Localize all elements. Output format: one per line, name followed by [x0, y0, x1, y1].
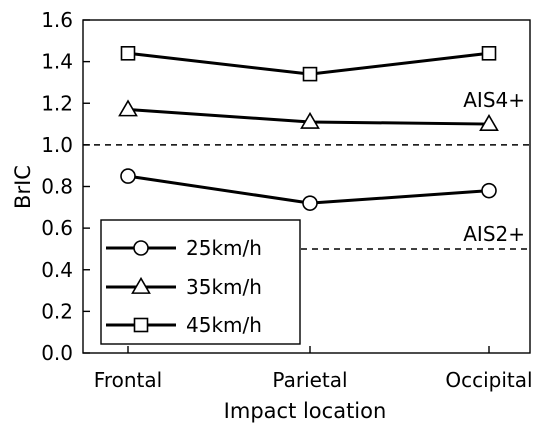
y-tick-label: 0.8	[41, 175, 73, 199]
data-point-triangle	[118, 99, 138, 117]
data-point-square	[481, 45, 497, 61]
y-tick-label: 0.2	[41, 299, 73, 323]
data-point-circle	[481, 182, 497, 199]
y-axis-label: BrIC	[11, 165, 35, 209]
y-tick-label: 0.6	[41, 216, 73, 240]
threshold-label: AIS2+	[463, 222, 525, 246]
data-point-circle	[120, 168, 136, 184]
y-tick-label: 1.4	[41, 50, 73, 74]
legend-marker-triangle	[131, 276, 151, 294]
y-tick-label: 0.0	[41, 341, 73, 365]
x-tick-label: Parietal	[272, 368, 347, 392]
x-axis-label: Impact location	[224, 399, 387, 423]
threshold-label: AIS4+	[463, 88, 525, 112]
legend-label: 45km/h	[186, 313, 262, 337]
legend-label: 35km/h	[186, 275, 262, 299]
legend-marker-square	[133, 317, 149, 333]
y-tick-label: 0.4	[41, 258, 73, 282]
x-tick-label: Occipital	[445, 368, 532, 392]
data-point-square	[302, 66, 318, 82]
y-tick-label: 1.6	[41, 8, 73, 32]
y-tick-label: 1.2	[41, 91, 73, 115]
data-point-square	[120, 45, 136, 61]
legend-label: 25km/h	[186, 236, 262, 260]
x-tick-label: Frontal	[94, 368, 162, 392]
legend-marker-circle	[133, 240, 149, 256]
data-point-circle	[302, 195, 318, 211]
data-point-triangle	[479, 113, 499, 131]
data-point-triangle	[300, 111, 320, 129]
y-tick-label: 1.0	[41, 133, 73, 157]
